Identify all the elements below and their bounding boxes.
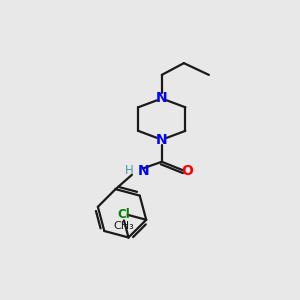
Text: O: O (182, 164, 193, 178)
Text: N: N (156, 133, 168, 147)
Text: Cl: Cl (118, 208, 130, 221)
Text: H: H (125, 164, 134, 177)
Text: CH₃: CH₃ (114, 221, 134, 231)
Text: N: N (138, 164, 150, 178)
Text: N: N (156, 92, 168, 106)
